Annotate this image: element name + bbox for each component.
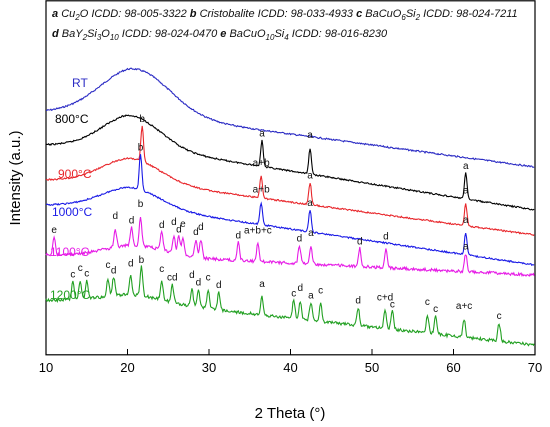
peak-label: b — [138, 143, 144, 154]
series-line-1000C — [45, 154, 535, 266]
peak-label: d — [383, 232, 389, 243]
peak-label: d — [189, 270, 195, 281]
legend-key-b: b — [189, 8, 197, 20]
peak-label: b — [138, 199, 144, 210]
legend-row-1: a Cu2O ICDD: 98-005-3322 b Cristobalite … — [52, 8, 518, 23]
series-label: 900°C — [58, 167, 92, 181]
series-line-800C — [45, 114, 535, 211]
peak-label: d — [297, 233, 303, 244]
phase-legend: a Cu2O ICDD: 98-005-3322 b Cristobalite … — [52, 6, 518, 46]
peak-label: c — [291, 288, 296, 299]
legend-key-c: c — [356, 8, 363, 20]
legend-key-a: a — [52, 8, 59, 20]
peak-label: cd — [167, 272, 178, 283]
peak-label: d — [236, 230, 242, 241]
peak-label: a — [259, 128, 265, 139]
series-label: RT — [72, 76, 88, 90]
peak-label: d — [128, 258, 134, 269]
series-line-900C — [45, 125, 535, 237]
x-tick-label: 30 — [202, 360, 216, 375]
peak-label: d — [196, 277, 202, 288]
peak-label: c — [318, 285, 323, 296]
peak-label: c — [70, 269, 75, 280]
x-tick-label: 50 — [365, 360, 379, 375]
peak-label: a — [463, 215, 469, 226]
peak-label: d — [112, 211, 118, 222]
peak-label: c — [84, 269, 89, 280]
peak-label: d — [111, 266, 117, 277]
x-tick-label: 10 — [39, 360, 53, 375]
legend-phase-c: BaCuO — [365, 8, 402, 20]
x-axis-label: 2 Theta (°) — [255, 405, 326, 422]
peak-label: d — [355, 295, 361, 306]
legend-phase-b: Cristobalite ICDD: 98-033-4933 — [199, 8, 354, 20]
peak-label: d — [193, 227, 199, 238]
peak-label: d — [357, 236, 363, 247]
y-axis-label: Intensity (a.u.) — [7, 130, 24, 225]
peak-label: a — [308, 290, 314, 301]
peak-label: a — [259, 279, 265, 290]
peak-label: a+b — [253, 158, 270, 169]
peak-label: d — [297, 283, 303, 294]
peak-label: d — [216, 280, 222, 291]
series-label: 800°C — [55, 112, 89, 126]
peak-label: a — [463, 242, 469, 253]
peak-label: c — [159, 264, 164, 275]
x-tick-label: 60 — [446, 360, 460, 375]
x-tick-label: 20 — [120, 360, 134, 375]
peak-label: a+c — [456, 301, 472, 312]
x-tick-label: 70 — [528, 360, 542, 375]
peak-label: c — [105, 260, 110, 271]
peak-label: b — [139, 114, 145, 125]
peak-label: e — [180, 219, 186, 230]
peak-label: a — [307, 171, 313, 182]
peak-label: c — [433, 304, 438, 315]
peak-label: d — [176, 224, 182, 235]
peak-label: e — [51, 225, 57, 236]
series-label: 1100°C — [50, 245, 90, 259]
peak-label: b — [139, 255, 145, 266]
peak-label: c — [497, 311, 502, 322]
legend-phase-e: BaCuO — [229, 28, 266, 41]
peak-label: a — [307, 130, 313, 141]
legend-key-e: e — [220, 28, 227, 41]
peak-label: a — [308, 228, 314, 239]
peak-label: a — [463, 186, 469, 197]
series-line-1200C — [45, 265, 535, 347]
x-tick-label: 40 — [283, 360, 297, 375]
peak-label: d — [129, 215, 135, 226]
peak-label: c+d — [377, 292, 393, 303]
peak-label: d — [171, 217, 177, 228]
peak-label: a — [307, 198, 313, 209]
peak-label: c — [390, 299, 395, 310]
peak-label: c — [425, 297, 430, 308]
series-label: 1000°C — [52, 205, 92, 219]
peak-label: a+b — [253, 185, 270, 196]
peak-label: a — [463, 161, 469, 172]
peak-label: d — [159, 220, 165, 231]
series-line-RT — [46, 67, 535, 168]
series-line-1100C — [45, 217, 535, 278]
peak-label: d — [198, 222, 204, 233]
series-label: 1200°C — [50, 288, 90, 302]
legend-key-d: d — [52, 28, 59, 41]
peak-label: a+b+c — [244, 225, 272, 236]
peak-label: c — [206, 273, 211, 284]
peak-label: c — [78, 263, 83, 274]
legend-phase-d: BaY — [61, 28, 83, 41]
legend-row-2: d BaY2Si3O10 ICDD: 98-024-0470 e BaCuO10… — [52, 28, 388, 43]
legend-phase-a: Cu — [61, 8, 76, 20]
